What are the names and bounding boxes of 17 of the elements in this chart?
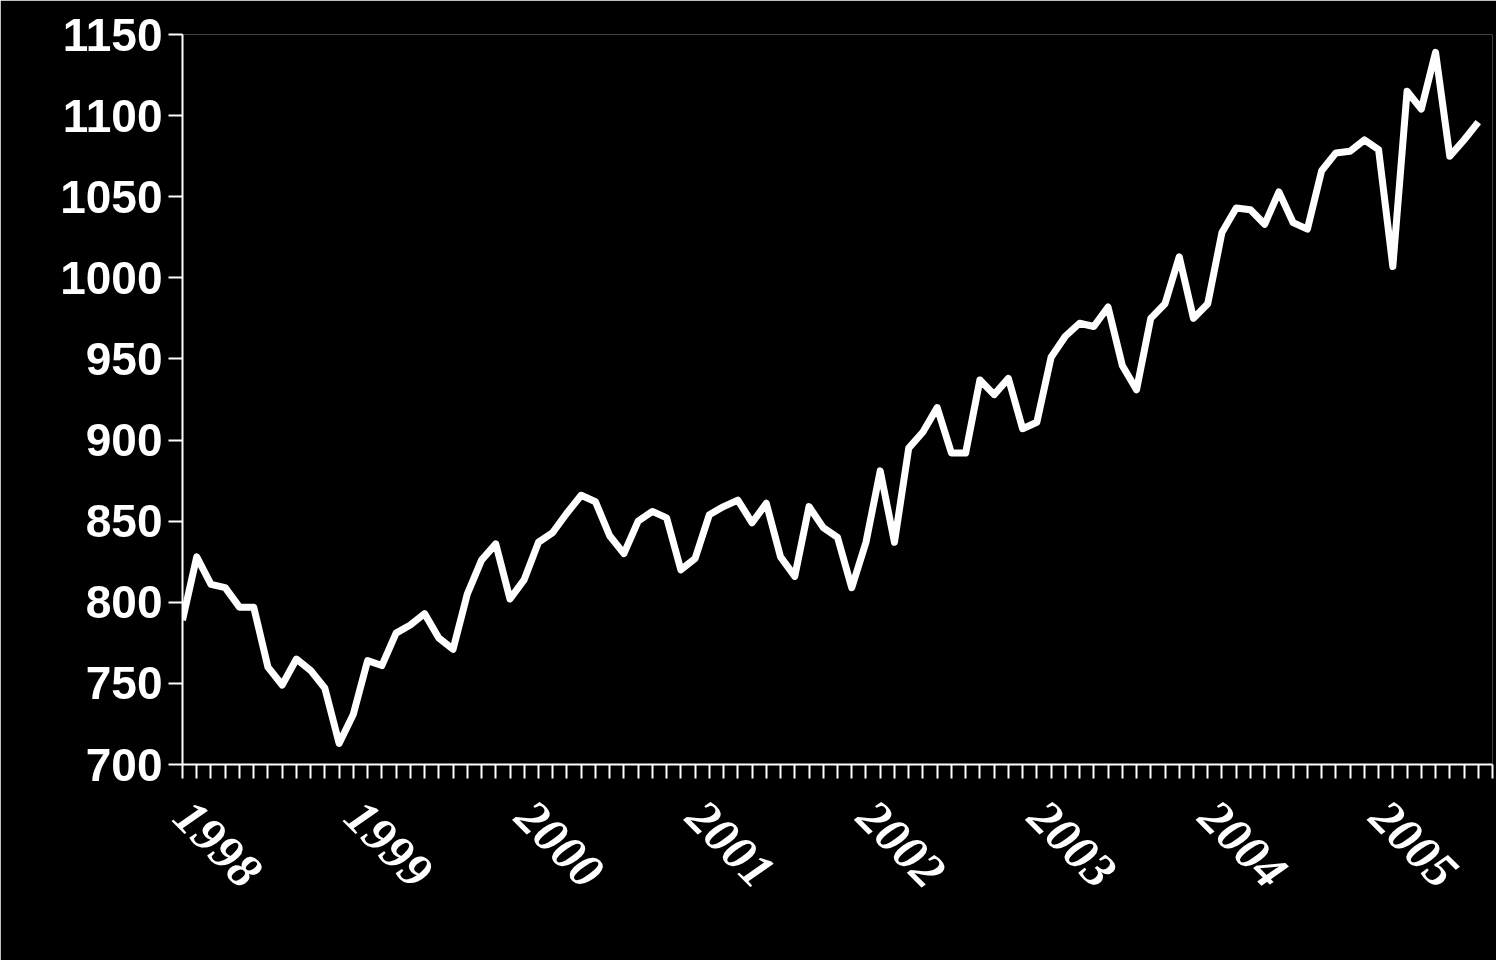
y-tick-label: 900 (85, 414, 163, 467)
y-tick-label: 1150 (62, 8, 163, 61)
x-tick-label: 2004 (1187, 787, 1299, 899)
y-tick-label: 950 (85, 332, 163, 385)
x-tick-label: 1999 (333, 788, 445, 899)
y-tick-label: 850 (85, 495, 163, 548)
x-tick-label: 2000 (504, 787, 616, 899)
y-tick-label: 750 (85, 657, 163, 710)
y-tick-label: 700 (85, 738, 163, 791)
y-tick-label: 800 (85, 576, 163, 629)
x-tick-label: 2005 (1358, 787, 1470, 899)
x-tick-label: 2001 (674, 787, 786, 899)
y-tick-label: 1000 (60, 251, 163, 304)
x-tick-label: 1998 (163, 788, 274, 899)
y-tick-label: 1100 (62, 89, 163, 142)
y-tick-label: 1050 (60, 170, 163, 223)
x-tick-label: 2003 (1016, 787, 1128, 899)
